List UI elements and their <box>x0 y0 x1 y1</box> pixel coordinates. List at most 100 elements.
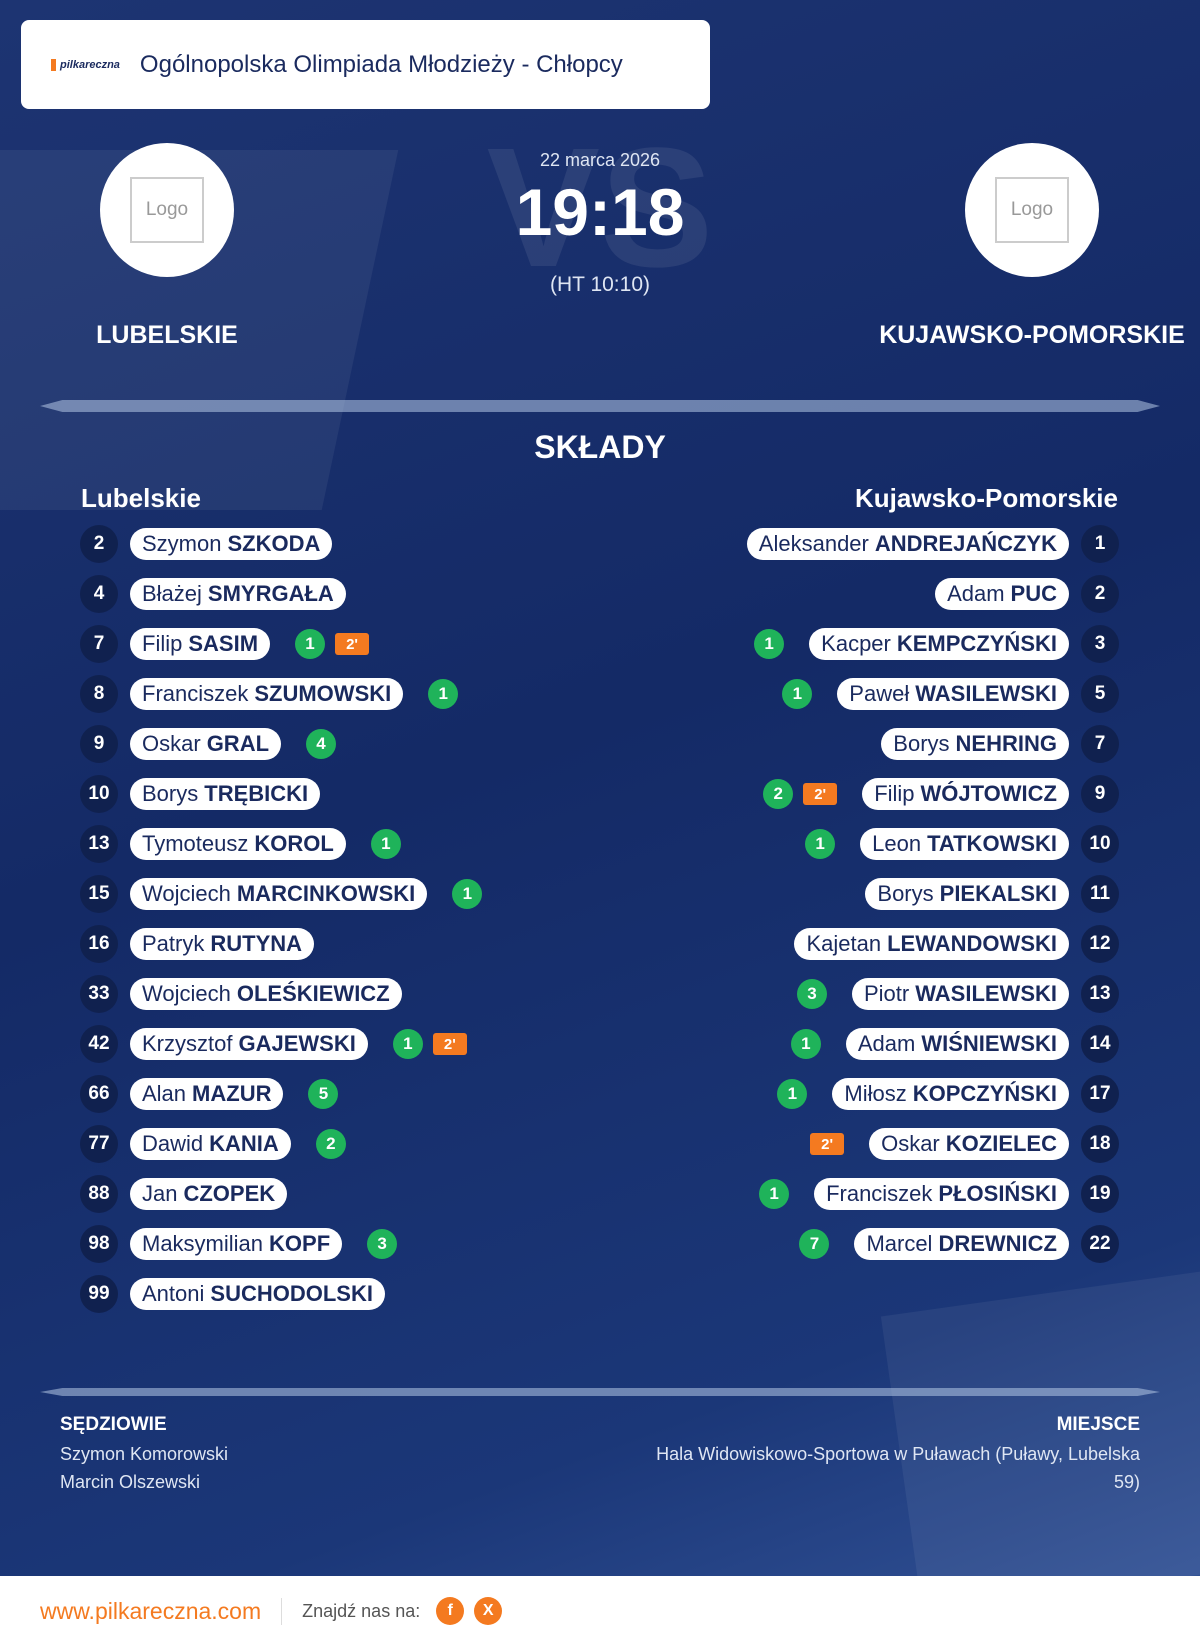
player-name[interactable]: Szymon SZKODA <box>130 528 333 560</box>
player-number: 4 <box>80 575 118 613</box>
player-number: 2 <box>1081 575 1119 613</box>
last-name: OLEŚKIEWICZ <box>236 981 390 1006</box>
website-link[interactable]: www.pilkareczna.com <box>40 1597 283 1625</box>
player-number: 15 <box>80 875 118 913</box>
player-name[interactable]: Błażej SMYRGAŁA <box>130 578 346 610</box>
player-row: 66 Alan MAZUR 5 <box>80 1075 339 1113</box>
player-name[interactable]: Borys PIEKALSKI <box>865 878 1069 910</box>
player-name[interactable]: Adam WIŚNIEWSKI <box>845 1028 1069 1060</box>
player-name[interactable]: Filip WÓJTOWICZ <box>862 778 1069 810</box>
brand-logo[interactable]: pilkareczna <box>51 58 120 71</box>
player-row: 1 Miłosz KOPCZYŃSKI 17 <box>777 1075 1119 1113</box>
last-name: MARCINKOWSKI <box>236 881 416 906</box>
first-name: Borys <box>893 731 950 756</box>
player-name[interactable]: Maksymilian KOPF <box>130 1228 343 1260</box>
goals-badge: 1 <box>295 629 326 659</box>
player-name[interactable]: Oskar GRAL <box>130 728 282 760</box>
player-number: 7 <box>80 625 118 663</box>
player-name[interactable]: Oskar KOZIELEC <box>869 1128 1069 1160</box>
player-row: 16 Patryk RUTYNA <box>80 925 315 963</box>
player-number: 14 <box>1081 1025 1119 1063</box>
lineups-title: SKŁADY <box>534 429 666 465</box>
player-name[interactable]: Piotr WASILEWSKI <box>851 978 1069 1010</box>
first-name: Dawid <box>142 1131 204 1156</box>
last-name: SASIM <box>188 631 259 656</box>
player-name[interactable]: Kacper KEMPCZYŃSKI <box>809 628 1069 660</box>
first-name: Wojciech <box>142 981 231 1006</box>
player-name[interactable]: Borys NEHRING <box>881 728 1069 760</box>
player-row: 4 Błażej SMYRGAŁA <box>80 575 346 613</box>
home-logo: Logo <box>100 143 234 277</box>
first-name: Adam <box>857 1031 916 1056</box>
player-row: 10 Borys TRĘBICKI <box>80 775 321 813</box>
facebook-link[interactable]: f <box>436 1597 465 1625</box>
first-name: Borys <box>142 781 199 806</box>
player-name[interactable]: Borys TRĘBICKI <box>130 778 321 810</box>
player-name[interactable]: Miłosz KOPCZYŃSKI <box>832 1078 1069 1110</box>
match-date: 22 marca 2026 <box>539 150 661 170</box>
first-name: Adam <box>947 581 1005 606</box>
header-title: Ogólnopolska Olimpiada Młodzieży - Chłop… <box>139 50 623 78</box>
last-name: CZOPEK <box>183 1181 276 1206</box>
goals-badge: 1 <box>782 679 813 709</box>
player-row: 2' Oskar KOZIELEC 18 <box>810 1125 1119 1163</box>
player-name[interactable]: Jan CZOPEK <box>130 1178 288 1210</box>
player-name[interactable]: Wojciech MARCINKOWSKI <box>130 878 428 910</box>
player-name[interactable]: Franciszek PŁOSIŃSKI <box>814 1178 1069 1210</box>
player-name[interactable]: Kajetan LEWANDOWSKI <box>794 928 1069 960</box>
player-name[interactable]: Leon TATKOWSKI <box>860 828 1069 860</box>
last-name: KOZIELEC <box>945 1131 1057 1156</box>
player-name[interactable]: Antoni SUCHODOLSKI <box>130 1278 385 1310</box>
player-number: 66 <box>80 1075 118 1113</box>
last-name: PIEKALSKI <box>939 881 1057 906</box>
first-name: Aleksander <box>758 531 869 556</box>
player-name[interactable]: Marcel DREWNICZ <box>854 1228 1069 1260</box>
player-row: 1 Leon TATKOWSKI 10 <box>805 825 1119 863</box>
last-name: SMYRGAŁA <box>207 581 334 606</box>
player-name[interactable]: Tymoteusz KOROL <box>130 828 346 860</box>
first-name: Alan <box>142 1081 187 1106</box>
player-name[interactable]: Aleksander ANDREJAŃCZYK <box>746 528 1069 560</box>
player-number: 11 <box>1081 875 1119 913</box>
vs-watermark: VS <box>486 113 714 303</box>
last-name: WASILEWSKI <box>915 981 1057 1006</box>
player-name[interactable]: Franciszek SZUMOWSKI <box>130 678 404 710</box>
first-name: Błażej <box>142 581 202 606</box>
player-name[interactable]: Filip SASIM <box>130 628 271 660</box>
first-name: Leon <box>872 831 922 856</box>
penalty-badge: 2' <box>432 1033 467 1055</box>
player-name[interactable]: Dawid KANIA <box>130 1128 291 1160</box>
player-row: 77 Dawid KANIA 2 <box>80 1125 346 1163</box>
first-name: Borys <box>877 881 934 906</box>
goals-badge: 3 <box>796 979 827 1009</box>
goals-badge: 7 <box>799 1229 830 1259</box>
footer: www.pilkareczna.com Znajdź nas na: f X <box>0 1576 1200 1646</box>
player-name[interactable]: Krzysztof GAJEWSKI <box>130 1028 368 1060</box>
last-name: SUCHODOLSKI <box>210 1281 373 1306</box>
last-name: KOPF <box>269 1231 331 1256</box>
player-name[interactable]: Adam PUC <box>935 578 1069 610</box>
last-name: LEWANDOWSKI <box>887 931 1057 956</box>
player-row: 7 Marcel DREWNICZ 22 <box>799 1225 1119 1263</box>
player-name[interactable]: Patryk RUTYNA <box>130 928 315 960</box>
player-row: 42 Krzysztof GAJEWSKI 1 2' <box>80 1025 467 1063</box>
player-number: 19 <box>1081 1175 1119 1213</box>
first-name: Jan <box>142 1181 178 1206</box>
player-name[interactable]: Alan MAZUR <box>130 1078 284 1110</box>
away-logo: Logo <box>965 143 1099 277</box>
first-name: Oskar <box>142 731 201 756</box>
player-number: 5 <box>1081 675 1119 713</box>
player-number: 17 <box>1081 1075 1119 1113</box>
player-row: 2 Szymon SZKODA <box>80 525 333 563</box>
last-name: WASILEWSKI <box>915 681 1057 706</box>
goals-badge: 2 <box>763 779 794 809</box>
first-name: Paweł <box>849 681 910 706</box>
goals-badge: 1 <box>370 829 401 859</box>
first-name: Antoni <box>142 1281 205 1306</box>
player-name[interactable]: Wojciech OLEŚKIEWICZ <box>130 978 402 1010</box>
home-lineup-title: Lubelskie <box>81 483 201 513</box>
player-name[interactable]: Paweł WASILEWSKI <box>837 678 1069 710</box>
x-link[interactable]: X <box>474 1597 503 1625</box>
last-name: KEMPCZYŃSKI <box>896 631 1057 656</box>
